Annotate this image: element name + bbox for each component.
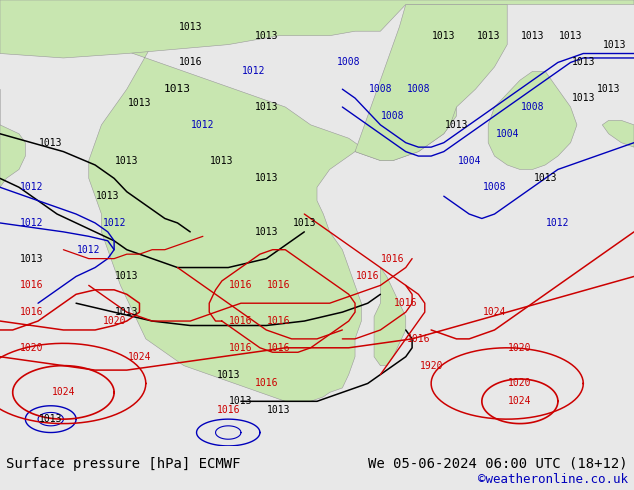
Text: 1016: 1016: [229, 280, 253, 291]
Text: Surface pressure [hPa] ECMWF: Surface pressure [hPa] ECMWF: [6, 457, 241, 470]
Text: 1008: 1008: [337, 57, 361, 68]
Text: 1013: 1013: [292, 218, 316, 228]
Polygon shape: [488, 72, 577, 170]
Polygon shape: [0, 0, 634, 58]
Text: 1008: 1008: [381, 111, 405, 121]
Text: 1013: 1013: [571, 57, 595, 68]
Text: 1012: 1012: [20, 218, 44, 228]
Text: 1013: 1013: [210, 155, 234, 166]
Text: 1013: 1013: [164, 84, 191, 94]
Text: 1013: 1013: [127, 98, 152, 108]
Text: 1008: 1008: [521, 102, 545, 112]
Text: 1016: 1016: [267, 316, 291, 326]
Text: 1013: 1013: [216, 369, 240, 380]
Text: 1024: 1024: [51, 388, 75, 397]
Text: 1013: 1013: [597, 84, 621, 94]
Text: 1013: 1013: [115, 271, 139, 281]
Text: 1016: 1016: [406, 334, 430, 344]
Text: 1013: 1013: [559, 31, 583, 41]
Text: 1013: 1013: [254, 31, 278, 41]
Polygon shape: [602, 121, 634, 147]
Text: 1004: 1004: [495, 129, 519, 139]
Text: 1013: 1013: [96, 191, 120, 201]
Text: 1016: 1016: [356, 271, 380, 281]
Text: 1013: 1013: [39, 138, 63, 147]
Text: 1013: 1013: [254, 173, 278, 183]
Text: 1024: 1024: [127, 352, 152, 362]
Polygon shape: [0, 89, 25, 187]
Text: 1016: 1016: [254, 378, 278, 389]
Text: 1008: 1008: [482, 182, 507, 192]
Text: 1016: 1016: [229, 316, 253, 326]
Text: 1024: 1024: [482, 307, 507, 317]
Text: 1012: 1012: [546, 218, 570, 228]
Text: 1012: 1012: [20, 182, 44, 192]
Text: 1012: 1012: [191, 120, 215, 130]
Text: 1016: 1016: [20, 280, 44, 291]
Text: 1013: 1013: [267, 405, 291, 415]
Text: 1020: 1020: [508, 378, 532, 389]
Text: 1012: 1012: [77, 245, 101, 255]
Polygon shape: [355, 76, 456, 161]
Text: 1013: 1013: [521, 31, 545, 41]
Text: 1013: 1013: [476, 31, 500, 41]
Text: 1016: 1016: [178, 57, 202, 68]
Polygon shape: [355, 4, 507, 161]
Text: 1013: 1013: [115, 155, 139, 166]
Text: 1020: 1020: [508, 343, 532, 353]
Text: 1013: 1013: [603, 40, 627, 49]
Text: 1013: 1013: [115, 307, 139, 317]
Text: 1008: 1008: [368, 84, 392, 94]
Text: 1013: 1013: [39, 414, 63, 424]
Text: 1012: 1012: [242, 66, 266, 76]
Text: 1013: 1013: [254, 227, 278, 237]
Text: 1016: 1016: [381, 254, 405, 264]
Text: ©weatheronline.co.uk: ©weatheronline.co.uk: [477, 473, 628, 487]
Text: 1020: 1020: [102, 316, 126, 326]
Text: 1016: 1016: [394, 298, 418, 308]
Text: 1920: 1920: [419, 361, 443, 370]
Text: 1013: 1013: [178, 22, 202, 32]
Text: 1016: 1016: [267, 280, 291, 291]
Text: 1024: 1024: [508, 396, 532, 406]
Text: We 05-06-2024 06:00 UTC (18+12): We 05-06-2024 06:00 UTC (18+12): [368, 457, 628, 470]
Text: 1013: 1013: [432, 31, 456, 41]
Text: 1013: 1013: [571, 93, 595, 103]
Text: 1013: 1013: [229, 396, 253, 406]
Polygon shape: [89, 4, 361, 401]
Text: 1020: 1020: [20, 343, 44, 353]
Polygon shape: [374, 268, 406, 366]
Text: 1013: 1013: [20, 254, 44, 264]
Text: 1013: 1013: [254, 102, 278, 112]
Text: 1013: 1013: [444, 120, 469, 130]
Text: 1004: 1004: [457, 155, 481, 166]
Text: 1016: 1016: [20, 307, 44, 317]
Text: 1008: 1008: [406, 84, 430, 94]
Text: 1016: 1016: [216, 405, 240, 415]
Text: 1016: 1016: [229, 343, 253, 353]
Text: 1012: 1012: [102, 218, 126, 228]
Text: 1016: 1016: [267, 343, 291, 353]
Text: 1013: 1013: [533, 173, 557, 183]
